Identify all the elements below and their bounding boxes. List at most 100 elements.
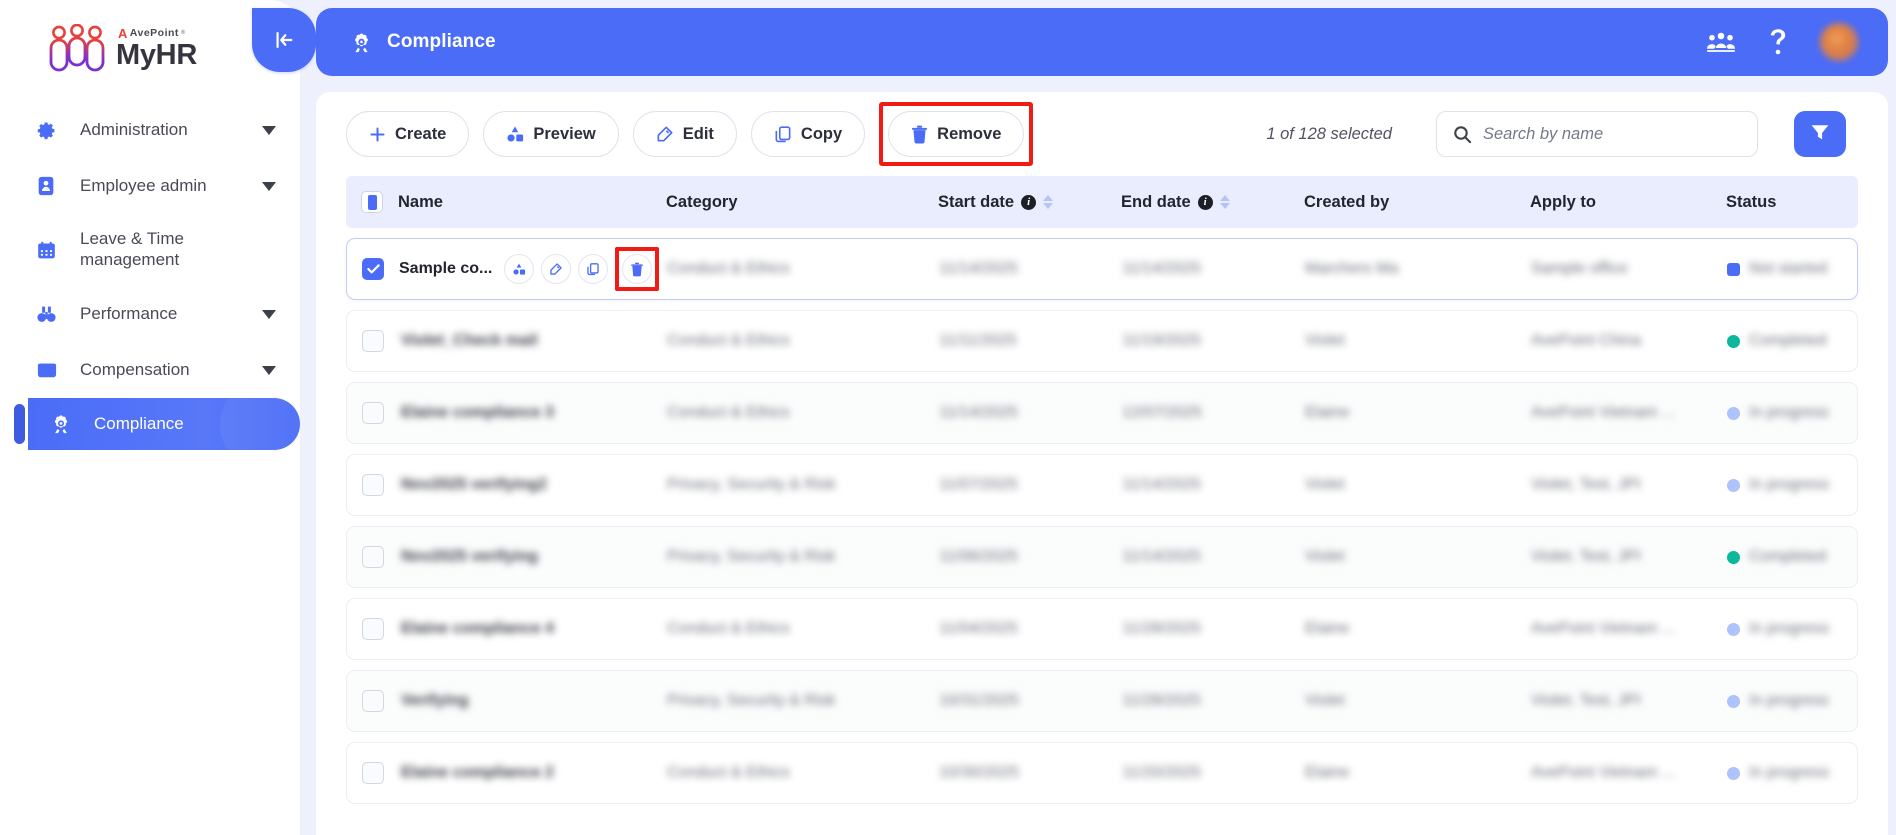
status-badge: In progress	[1749, 764, 1830, 781]
edit-button[interactable]: Edit	[632, 111, 737, 157]
column-header-status[interactable]: Status	[1726, 193, 1858, 212]
row-checkbox[interactable]	[362, 546, 384, 568]
status-indicator	[1727, 334, 1740, 348]
table-row[interactable]: Elaine compliance 3 Conduct & Ethics 11/…	[346, 382, 1858, 444]
sort-toggle-icon[interactable]	[1219, 195, 1230, 209]
cell-created-by: Violet	[1305, 548, 1531, 566]
column-header-created-by[interactable]: Created by	[1304, 193, 1530, 212]
calendar-icon	[36, 240, 66, 261]
cell-start-date: 11/14/2025	[939, 260, 1122, 278]
cell-created-by: Violet	[1305, 692, 1531, 710]
status-badge: In progress	[1749, 620, 1830, 637]
row-category: Privacy, Security & Risk	[667, 548, 836, 565]
search-input[interactable]	[1483, 124, 1741, 144]
content-panel: Create Preview Edit Copy	[316, 92, 1888, 835]
cell-category: Conduct & Ethics	[667, 332, 939, 350]
row-edit-button[interactable]	[541, 254, 572, 284]
sidebar-item-label: Leave & Time management	[80, 229, 184, 269]
table-row[interactable]: Sample co...	[346, 238, 1858, 300]
row-preview-button[interactable]	[504, 254, 535, 284]
row-start-date: 11/14/2025	[939, 260, 1018, 277]
table-row[interactable]: Nov2025 verifying2 Privacy, Security & R…	[346, 454, 1858, 516]
copy-button[interactable]: Copy	[750, 111, 866, 157]
help-icon[interactable]	[1766, 27, 1790, 57]
cell-created-by: Elaine	[1305, 404, 1531, 422]
column-label: End date	[1121, 192, 1191, 211]
cell-start-date: 11/07/2025	[939, 476, 1122, 494]
column-header-end-date[interactable]: End date i	[1121, 193, 1304, 212]
cell-name: Violet_Check mail	[399, 332, 667, 350]
sidebar-item-performance[interactable]: Performance	[0, 286, 300, 342]
sidebar-item-compensation[interactable]: Compensation	[0, 342, 300, 398]
brand-logo[interactable]: A AvePoint ® MyHR	[0, 0, 300, 96]
select-all-checkbox[interactable]	[361, 191, 383, 213]
chevron-down-icon[interactable]	[262, 120, 276, 140]
cell-status: Not started	[1727, 260, 1857, 278]
cell-apply-to: Sample office	[1531, 260, 1727, 278]
shapes-icon	[506, 125, 524, 143]
cell-end-date: 11/28/2025	[1122, 620, 1305, 638]
row-remove-button[interactable]	[622, 254, 653, 284]
table-row[interactable]: Verifying Privacy, Security & Risk 10/31…	[346, 670, 1858, 732]
sidebar-item-employee-admin[interactable]: Employee admin	[0, 158, 300, 214]
row-checkbox[interactable]	[362, 618, 384, 640]
row-copy-button[interactable]	[578, 254, 609, 284]
row-checkbox[interactable]	[362, 330, 384, 352]
create-button[interactable]: Create	[346, 111, 470, 157]
row-actions	[504, 247, 660, 291]
row-end-date: 12/07/2025	[1122, 404, 1203, 421]
avatar[interactable]	[1820, 23, 1858, 61]
row-checkbox[interactable]	[362, 402, 384, 424]
column-label: Name	[398, 192, 443, 211]
row-checkbox[interactable]	[362, 762, 384, 784]
sidebar-item-administration[interactable]: Administration	[0, 102, 300, 158]
row-checkbox[interactable]	[362, 690, 384, 712]
column-header-category[interactable]: Category	[666, 193, 938, 212]
row-checkbox[interactable]	[362, 258, 384, 280]
remove-button[interactable]: Remove	[888, 111, 1025, 157]
trash-icon	[911, 125, 928, 144]
table-row[interactable]: Violet_Check mail Conduct & Ethics 11/11…	[346, 310, 1858, 372]
sort-toggle-icon[interactable]	[1043, 195, 1054, 209]
table-row[interactable]: Elaine compliance 2 Conduct & Ethics 10/…	[346, 742, 1858, 804]
cell-created-by: Violet	[1305, 332, 1531, 350]
remove-button-highlight: Remove	[879, 102, 1034, 166]
search-input-wrapper[interactable]	[1436, 111, 1758, 157]
column-header-name[interactable]: Name	[398, 193, 666, 212]
status-badge: In progress	[1749, 476, 1830, 493]
chevron-down-icon[interactable]	[262, 176, 276, 196]
preview-button[interactable]: Preview	[483, 111, 619, 157]
row-end-date: 11/14/2025	[1122, 476, 1201, 493]
cell-end-date: 11/14/2025	[1122, 260, 1305, 278]
row-checkbox-cell	[347, 690, 399, 712]
column-label: Start date	[938, 192, 1015, 211]
table-row[interactable]: Elaine compliance 4 Conduct & Ethics 11/…	[346, 598, 1858, 660]
atom-gear-icon	[50, 413, 80, 435]
column-header-start-date[interactable]: Start date i	[938, 193, 1121, 212]
row-apply-to: AvePoint Vietnam ...	[1531, 620, 1676, 637]
status-indicator	[1727, 406, 1740, 420]
column-header-apply-to[interactable]: Apply to	[1530, 193, 1726, 212]
collapse-sidebar-icon[interactable]	[252, 8, 316, 72]
chevron-down-icon[interactable]	[262, 360, 276, 380]
button-label: Preview	[533, 124, 596, 143]
row-checkbox-cell	[347, 762, 399, 784]
row-checkbox-cell	[347, 618, 399, 640]
row-checkbox[interactable]	[362, 474, 384, 496]
filter-button[interactable]	[1794, 111, 1846, 157]
people-icon[interactable]	[1706, 30, 1736, 54]
status-badge: Completed	[1749, 548, 1827, 565]
chevron-down-icon[interactable]	[262, 304, 276, 324]
cell-category: Conduct & Ethics	[667, 260, 939, 278]
row-category: Conduct & Ethics	[667, 332, 790, 349]
row-checkbox-cell	[347, 546, 399, 568]
button-label: Remove	[937, 124, 1002, 143]
sidebar-item-compliance[interactable]: Compliance	[28, 398, 300, 450]
sidebar-item-leave-time-management[interactable]: Leave & Time management	[0, 214, 300, 286]
info-icon[interactable]: i	[1021, 194, 1037, 210]
info-icon[interactable]: i	[1197, 194, 1213, 210]
copy-icon	[774, 125, 792, 143]
table-row[interactable]: Nov2025 verifying Privacy, Security & Ri…	[346, 526, 1858, 588]
trademark-symbol: ®	[180, 30, 186, 36]
status-indicator	[1727, 550, 1740, 564]
